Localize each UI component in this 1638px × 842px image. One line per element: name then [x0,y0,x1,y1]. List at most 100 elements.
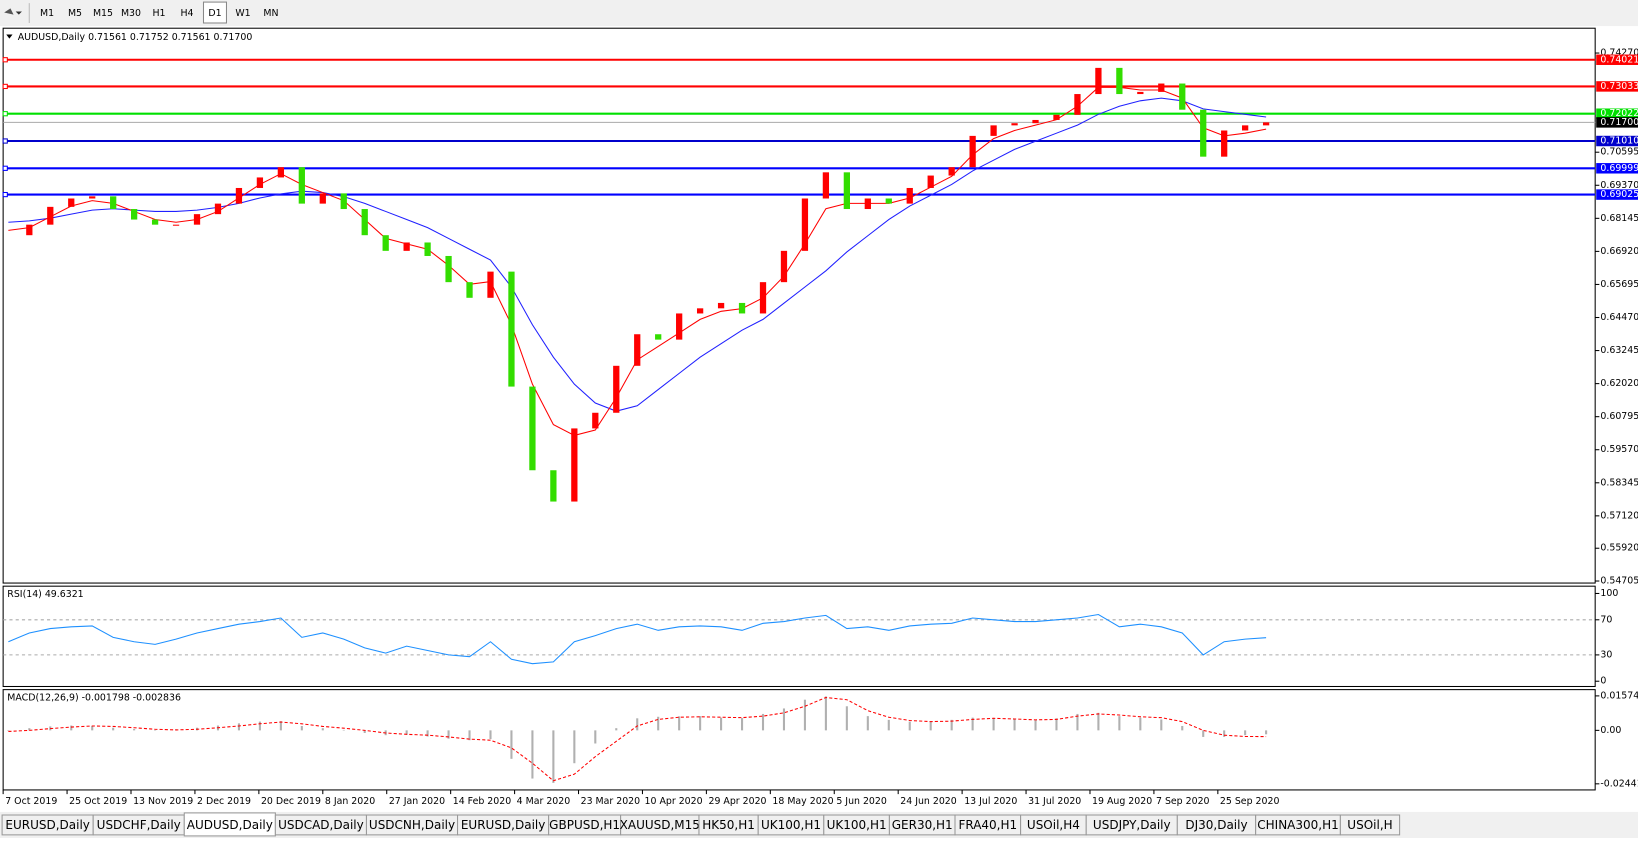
y-tick-label: 0.55920 [1600,543,1638,554]
y-tick-label: 70 [1600,614,1612,625]
candle [655,334,662,340]
macd-bar [279,721,282,731]
candle [1137,91,1144,95]
level-handle[interactable] [2,57,8,63]
macd-bar [657,716,660,731]
current-price-label: 0.71700 [1600,117,1638,128]
level-handle[interactable] [2,165,8,171]
candle [717,302,725,309]
tab-label[interactable]: FRA40,H1 [958,818,1017,832]
timeframe-button[interactable]: M30 [121,8,141,19]
x-tick-label: 7 Sep 2020 [1156,796,1210,807]
timeframe-button[interactable]: H4 [180,8,193,19]
macd-bar [237,723,240,731]
candle [424,242,431,256]
timeframe-button[interactable]: H1 [152,8,165,19]
timeframe-button[interactable]: D1 [208,8,221,19]
tab-label[interactable]: UK100,H1 [761,818,821,832]
macd-bar [447,730,450,739]
timeframe-button[interactable]: MN [263,8,278,19]
candle [68,198,75,207]
y-tick-label: 0.66920 [1600,246,1638,257]
tab-label[interactable]: USOil,H4 [1027,818,1080,832]
tab-label[interactable]: XAUUSD,M15 [620,818,700,832]
y-tick-label: 0.65695 [1600,279,1638,290]
macd-bar [531,730,534,779]
timeframe-button[interactable]: M15 [93,8,113,19]
macd-bar [1265,730,1268,735]
macd-bar [1139,717,1142,731]
level-handle[interactable] [2,111,8,117]
tab-label[interactable]: CHINA300,H1 [1257,818,1339,832]
tab-label[interactable]: USDJPY,Daily [1093,818,1171,832]
y-tick-label: 0.64470 [1600,312,1638,323]
level-label: 0.73033 [1600,81,1638,92]
candle [382,235,389,251]
macd-bar [866,716,869,731]
x-tick-label: 27 Jan 2020 [389,796,445,807]
tool-icon[interactable] [4,8,14,15]
candle [1221,130,1228,157]
candle [298,167,305,204]
tab-label[interactable]: USOil,H [1347,818,1392,832]
tab-label[interactable]: DJ30,Daily [1185,818,1247,832]
macd-bar [1202,730,1205,737]
timeframe-active [202,1,228,24]
candle [403,242,410,251]
dropdown-arrow[interactable] [15,11,22,15]
tab-label[interactable]: USDCNH,Daily [369,818,455,832]
candle [445,255,452,283]
candle [235,187,243,204]
tab-label[interactable]: UK100,H1 [827,818,887,832]
tab-label[interactable]: EURUSD,Daily [5,818,90,832]
y-tick-label: 0 [1600,676,1606,687]
candle [822,172,830,199]
timeframe-button[interactable]: M5 [68,8,82,19]
macd-bar [1118,716,1121,731]
x-tick-label: 23 Mar 2020 [581,796,641,807]
macd-bar [510,730,513,759]
x-tick-label: 10 Apr 2020 [645,796,703,807]
candle [1262,122,1270,126]
toolbar [0,0,1638,27]
y-tick-label: 0.74270 [1600,48,1638,59]
level-handle[interactable] [2,138,8,144]
level-handle[interactable] [2,83,8,90]
y-tick-label: 0.015741 [1600,690,1638,701]
x-tick-label: 25 Oct 2019 [69,796,127,807]
tab-label[interactable]: GER30,H1 [892,818,953,832]
tab-label[interactable]: GBPUSD,H1 [549,818,620,832]
chart-info: AUDUSD,Daily 0.71561 0.71752 0.71561 0.7… [18,32,253,43]
tab[interactable] [1339,814,1401,836]
tab-label[interactable]: HK50,H1 [702,818,755,832]
macd-bar [489,730,492,740]
level-label-box [1596,163,1638,174]
timeframe-button[interactable]: M1 [40,8,54,19]
x-tick-label: 5 Jun 2020 [836,796,887,807]
macd-bar [300,725,303,731]
candle [340,193,347,210]
candle [319,193,326,204]
macd-bar [971,717,974,731]
macd-bar [845,706,848,731]
timeframe-button[interactable]: W1 [235,8,250,19]
tab-label[interactable]: EURUSD,Daily [461,818,546,832]
y-tick-label: 0.69370 [1600,180,1638,191]
macd-bar [741,718,744,731]
level-handle[interactable] [2,191,8,198]
candle [759,282,767,314]
tab-label[interactable]: USDCAD,Daily [278,818,364,832]
x-tick-label: 13 Nov 2019 [133,796,193,807]
collapse-arrow[interactable] [6,34,13,39]
macd-bar [992,718,995,731]
y-tick-label: 0.63245 [1600,345,1638,356]
candle [990,125,997,136]
macd-bar [28,728,31,731]
macd-bar [7,730,10,731]
tab-label[interactable]: AUDUSD,Daily [187,818,273,832]
y-tick-label: 0.62020 [1600,378,1638,389]
tab-label[interactable]: USDCHF,Daily [97,818,181,832]
x-tick-label: 7 Oct 2019 [5,796,57,807]
candle [613,365,620,413]
